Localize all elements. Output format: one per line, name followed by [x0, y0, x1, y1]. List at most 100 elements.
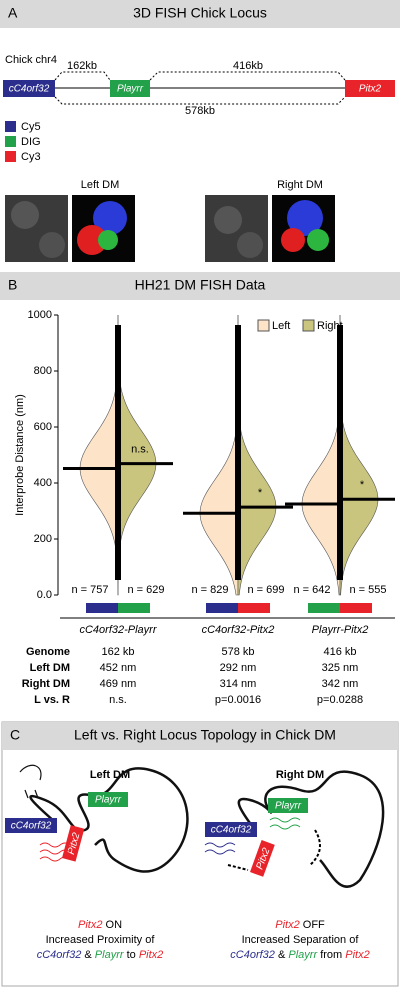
gene-label: cC4orf32	[211, 825, 252, 836]
table-cell: 342 nm	[322, 678, 359, 690]
category-label: cC4orf32-Playrr	[79, 624, 157, 636]
legend-swatch	[5, 136, 16, 147]
y-tick-label: 0.0	[37, 589, 52, 601]
panel-letter: B	[8, 277, 17, 293]
table-cell: 314 nm	[220, 678, 257, 690]
caption: cC4orf32 & Playrr from Pitx2	[230, 949, 369, 961]
y-tick-label: 600	[34, 421, 52, 433]
gene-box	[110, 80, 150, 97]
row-label: Genome	[26, 646, 70, 658]
chromatin-loops	[19, 764, 385, 888]
caption: Increased Separation of	[242, 934, 360, 946]
panel-frame	[1, 721, 399, 987]
legend-label: DIG	[21, 136, 41, 148]
caption: cC4orf32 & Playrr to Pitx2	[37, 949, 164, 961]
row-label: Right DM	[22, 678, 70, 690]
table-cell: p=0.0016	[215, 694, 261, 706]
probe-bar	[238, 603, 270, 613]
significance: *	[360, 479, 365, 491]
gene-label: cC4orf32	[11, 821, 52, 832]
row-label: L vs. R	[34, 694, 70, 706]
gene-cartoons: cC4orf32 Playrr Pitx2 cC4orf32 Playrr Pi…	[5, 792, 321, 877]
table-cell: p=0.0288	[317, 694, 363, 706]
distance-lines	[54, 71, 346, 105]
significance: n.s.	[131, 444, 149, 456]
gene-label: Pitx2	[254, 846, 272, 871]
distance: 416kb	[233, 60, 263, 72]
table-cell: 325 nm	[322, 662, 359, 674]
probe-bar	[206, 603, 238, 613]
legend-swatch	[5, 121, 16, 132]
probe-bar	[340, 603, 372, 613]
image-label: Right DM	[277, 179, 323, 191]
table-cell: 452 nm	[100, 662, 137, 674]
chromosome: Chick chr4	[5, 54, 57, 66]
micrographs	[5, 195, 335, 262]
y-axis-label: Interprobe Distance (nm)	[14, 394, 26, 516]
stats-table: Genome 162 kb 578 kb 416 kb Left DM 452 nm 292…	[22, 646, 363, 706]
data-rug	[337, 325, 343, 580]
data-rug	[235, 325, 241, 580]
panel-header	[2, 722, 398, 750]
panel-header	[0, 272, 400, 300]
gene-label: Playrr	[275, 801, 302, 812]
gene-box	[3, 80, 55, 97]
y-tick-label: 800	[34, 365, 52, 377]
y-tick-label: 1000	[28, 309, 52, 321]
category-label: Playrr-Pitx2	[312, 624, 369, 636]
table-cell: 292 nm	[220, 662, 257, 674]
legend-swatch	[257, 319, 270, 332]
gene-label: Pitx2	[359, 84, 382, 95]
probe-bar	[86, 603, 118, 613]
caption: Increased Proximity of	[46, 934, 156, 946]
panel-title: HH21 DM FISH Data	[135, 277, 266, 293]
state-title: Right DM	[276, 769, 324, 781]
panel-header	[0, 0, 400, 28]
table-cell: 469 nm	[100, 678, 137, 690]
panel-title: 3D FISH Chick Locus	[133, 5, 267, 21]
caption: Pitx2 ON	[78, 919, 122, 931]
gene-label: cC4orf32	[9, 84, 50, 95]
image-label: Left DM	[81, 179, 120, 191]
bean-half	[199, 315, 239, 596]
table-cell: 578 kb	[221, 646, 254, 658]
panel-letter: A	[8, 5, 18, 21]
significance: *	[258, 487, 263, 499]
legend-label: Left	[272, 320, 290, 332]
table-cell: 416 kb	[323, 646, 356, 658]
legend-label: Right	[317, 320, 343, 332]
n-label: n = 829	[191, 584, 228, 596]
legend-swatch	[5, 151, 16, 162]
n-label: n = 699	[247, 584, 284, 596]
bean-half	[79, 314, 119, 596]
distance: 162kb	[67, 60, 97, 72]
distance: 578kb	[185, 105, 215, 117]
probe-bar	[118, 603, 150, 613]
legend-label: Cy3	[21, 151, 41, 163]
state-title: Left DM	[90, 769, 130, 781]
n-label: n = 642	[293, 584, 330, 596]
row-label: Left DM	[30, 662, 70, 674]
bean-half	[237, 315, 277, 596]
legend-swatch	[302, 319, 315, 332]
legend-label: Cy5	[21, 121, 41, 133]
probe-bar	[308, 603, 340, 613]
bean-half	[301, 315, 341, 596]
n-label: n = 629	[127, 584, 164, 596]
gene-box	[345, 80, 395, 97]
category-label: cC4orf32-Pitx2	[202, 624, 275, 636]
bean-half	[339, 315, 379, 596]
y-tick-label: 400	[34, 477, 52, 489]
panel-title: Left vs. Right Locus Topology in Chick D…	[74, 727, 336, 743]
caption: Pitx2 OFF	[275, 919, 325, 931]
n-label: n = 757	[71, 584, 108, 596]
gene-label: Playrr	[95, 795, 122, 806]
y-tick-label: 200	[34, 533, 52, 545]
n-label: n = 555	[349, 584, 386, 596]
panel-letter: C	[10, 727, 20, 743]
gene-label: Playrr	[117, 84, 144, 95]
bean-chart: 0.0 200 400 600 800 1000 n = 757 n = 629 n.s. cC4…	[28, 309, 395, 636]
table-cell: 162 kb	[101, 646, 134, 658]
table-cell: n.s.	[109, 694, 127, 706]
